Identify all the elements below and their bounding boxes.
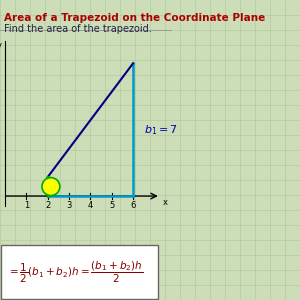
Text: y: y bbox=[0, 41, 2, 50]
Circle shape bbox=[42, 178, 60, 196]
Text: 3: 3 bbox=[66, 201, 72, 210]
Text: x: x bbox=[163, 198, 168, 207]
Text: 1: 1 bbox=[24, 201, 29, 210]
Text: $b_1 = 7$: $b_1 = 7$ bbox=[144, 123, 178, 136]
Text: $= \dfrac{1}{2}(b_1 + b_2)h = \dfrac{(b_1 + b_2)h}{2}$: $= \dfrac{1}{2}(b_1 + b_2)h = \dfrac{(b_… bbox=[7, 260, 143, 285]
Text: 6: 6 bbox=[130, 201, 136, 210]
Text: 4: 4 bbox=[88, 201, 93, 210]
Text: Find the area of the trapezoid.: Find the area of the trapezoid. bbox=[4, 24, 152, 34]
FancyBboxPatch shape bbox=[1, 245, 158, 299]
Text: 2: 2 bbox=[45, 201, 50, 210]
Text: 5: 5 bbox=[109, 201, 114, 210]
Text: Area of a Trapezoid on the Coordinate Plane: Area of a Trapezoid on the Coordinate Pl… bbox=[4, 13, 265, 23]
